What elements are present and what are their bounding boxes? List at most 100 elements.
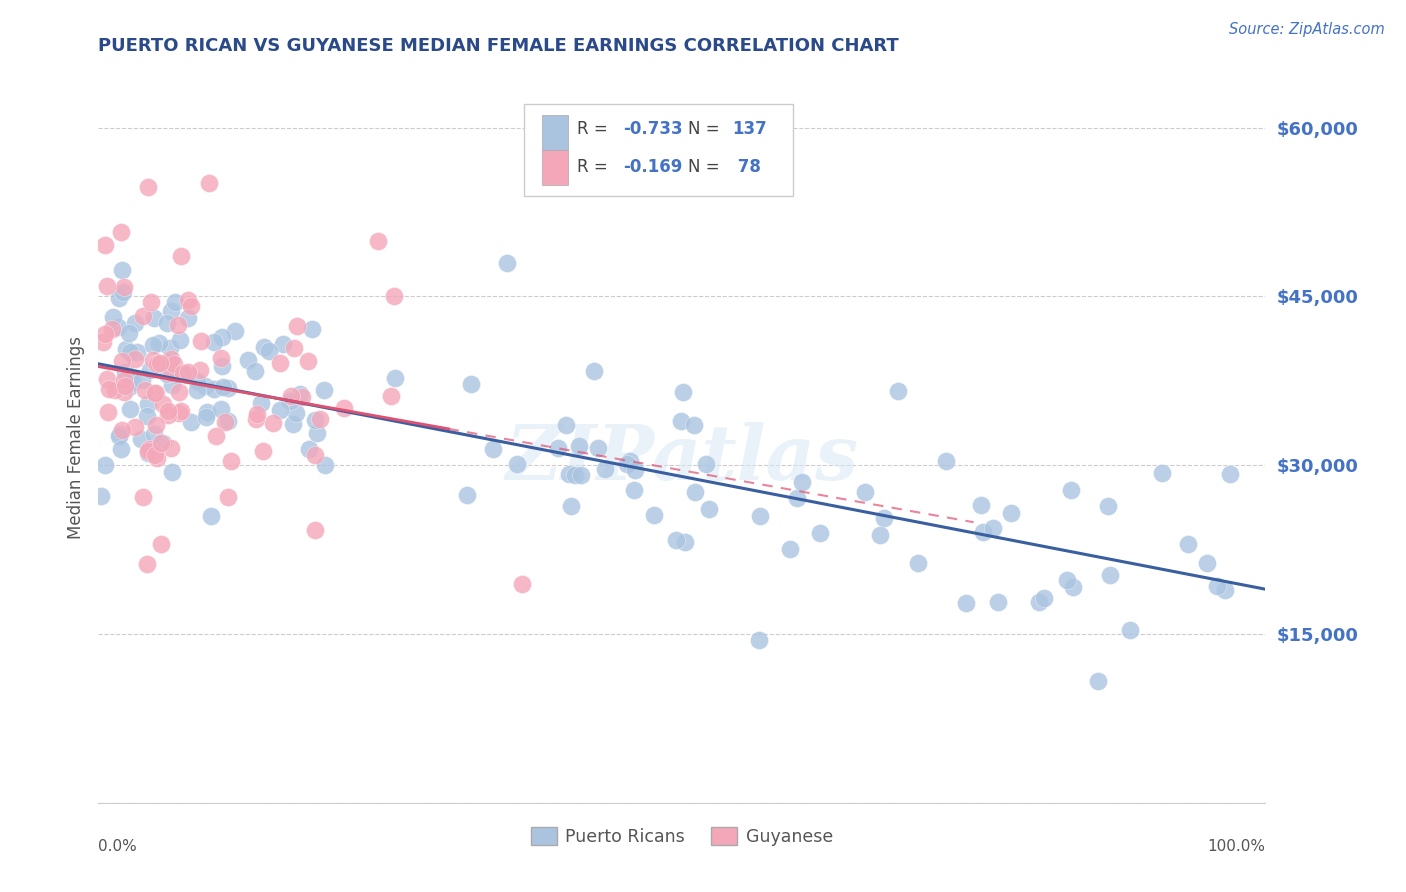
Point [246, 408, 269, 422]
Point [214, 415, 236, 429]
Point [314, 458, 336, 473]
Point [981, 521, 1004, 535]
Text: N =: N = [688, 120, 724, 138]
Point [297, 353, 319, 368]
Point [304, 523, 326, 537]
Point [159, 341, 181, 355]
Point [269, 356, 291, 370]
Point [554, 418, 576, 433]
Point [291, 390, 314, 404]
Point [253, 340, 276, 354]
Point [94, 326, 117, 341]
FancyBboxPatch shape [541, 114, 568, 150]
Point [496, 255, 519, 269]
Text: Source: ZipAtlas.com: Source: ZipAtlas.com [1229, 22, 1385, 37]
Point [749, 508, 772, 523]
Point [217, 381, 239, 395]
Point [177, 365, 200, 379]
Point [118, 380, 141, 394]
Point [149, 436, 172, 450]
Point [212, 380, 235, 394]
Point [250, 396, 273, 410]
Point [200, 509, 222, 524]
Point [101, 322, 124, 336]
Point [148, 335, 170, 350]
Point [1032, 591, 1054, 605]
Point [367, 234, 389, 248]
Point [142, 427, 165, 442]
Point [108, 292, 131, 306]
Point [121, 375, 143, 389]
Point [160, 465, 183, 479]
Point [205, 429, 228, 443]
Point [333, 401, 356, 415]
Point [1152, 466, 1174, 480]
Point [1028, 594, 1050, 608]
Point [380, 389, 402, 403]
Point [560, 499, 582, 513]
Point [1098, 568, 1121, 582]
Point [808, 525, 831, 540]
Point [160, 377, 183, 392]
Point [188, 363, 211, 377]
Point [146, 357, 169, 371]
Point [124, 351, 146, 366]
Point [616, 457, 638, 471]
Point [281, 417, 304, 431]
Point [180, 299, 202, 313]
Point [108, 427, 131, 442]
Point [460, 377, 482, 392]
Point [671, 414, 693, 428]
Point [98, 383, 121, 397]
Point [285, 406, 308, 420]
Point [149, 537, 172, 551]
Point [593, 462, 616, 476]
Point [855, 484, 877, 499]
Point [558, 467, 581, 481]
Point [190, 334, 212, 348]
Point [1056, 573, 1078, 587]
Point [1219, 467, 1241, 481]
Point [131, 432, 153, 446]
Point [136, 446, 159, 460]
Point [101, 310, 124, 324]
Point [186, 383, 208, 397]
Text: N =: N = [688, 158, 724, 177]
Point [685, 484, 707, 499]
Point [748, 632, 770, 647]
Point [935, 454, 957, 468]
Point [145, 451, 167, 466]
Point [177, 311, 200, 326]
Point [170, 404, 193, 418]
Point [118, 345, 141, 359]
Text: R =: R = [576, 158, 613, 177]
Point [96, 372, 118, 386]
Point [262, 417, 284, 431]
Point [586, 442, 609, 456]
Point [94, 238, 117, 252]
Point [283, 342, 305, 356]
Point [143, 311, 166, 326]
Point [136, 443, 159, 458]
Point [143, 448, 166, 462]
Point [243, 364, 266, 378]
Point [160, 304, 183, 318]
Point [695, 457, 717, 471]
Point [172, 366, 194, 380]
Text: R =: R = [576, 120, 613, 138]
Point [209, 351, 232, 365]
Point [90, 489, 112, 503]
Point [280, 389, 302, 403]
Point [673, 534, 696, 549]
Point [512, 577, 534, 591]
FancyBboxPatch shape [541, 150, 568, 185]
Point [163, 357, 186, 371]
Point [564, 468, 586, 483]
Point [1205, 579, 1227, 593]
Point [167, 368, 190, 382]
Point [149, 356, 172, 370]
Point [132, 309, 155, 323]
Point [972, 524, 994, 539]
Point [114, 365, 136, 379]
Point [218, 490, 240, 504]
